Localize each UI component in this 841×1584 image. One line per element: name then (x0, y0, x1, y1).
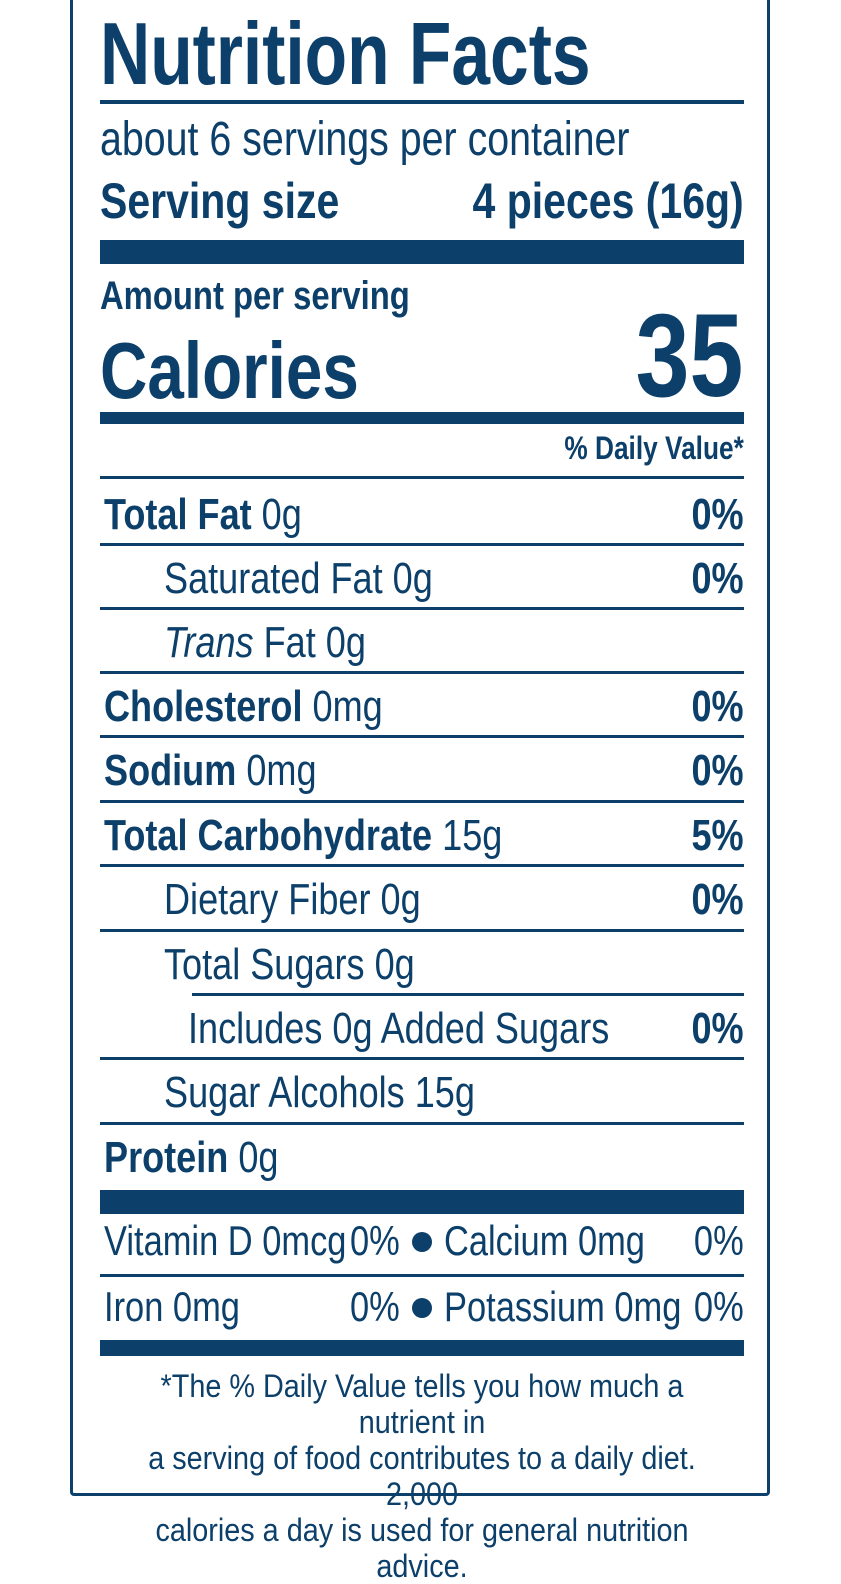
mineral-iron: Iron 0mg (104, 1283, 240, 1330)
row-divider (100, 671, 744, 674)
row-divider (100, 476, 744, 479)
nutrient-amount: 0g (374, 940, 415, 989)
nutrient-amount: 0g (261, 490, 302, 539)
nutrient-amount: 0mg (312, 682, 383, 731)
footnote-line-1: *The % Daily Value tells you how much a … (160, 1368, 684, 1440)
row-divider (100, 929, 744, 932)
serving-size-label: Serving size (100, 173, 340, 229)
daily-value-header: % Daily Value* (564, 430, 744, 466)
nutrition-label-panel (70, 0, 770, 1496)
bullet-dot (412, 1232, 432, 1252)
row-divider (100, 864, 744, 867)
calories-divider (100, 412, 744, 424)
nutrient-row-saturated-fat: Saturated Fat 0g 0% (100, 546, 744, 610)
mineral-vitamin-d-dv: 0% (350, 1217, 400, 1264)
nutrient-row-total-carbohydrate: Total Carbohydrate 15g 5% (100, 803, 744, 867)
nutrient-dv: 5% (691, 811, 744, 860)
bullet-dot (412, 1298, 432, 1318)
nutrient-amount: 0g (380, 875, 421, 924)
nutrient-amount: 0g (238, 1133, 279, 1182)
nutrient-name: Total Sugars (164, 940, 365, 989)
nutrient-name: Includes 0g Added Sugars (188, 1004, 610, 1053)
nutrient-amount: 15g (442, 811, 503, 860)
nutrient-row-sugar-alcohols: Sugar Alcohols 15g (100, 1060, 744, 1124)
serving-size-value: 4 pieces (16g) (472, 173, 744, 229)
calories-value: 35 (635, 290, 743, 422)
label-title: Nutrition Facts (100, 4, 591, 103)
daily-value-footnote: *The % Daily Value tells you how much a … (92, 1368, 752, 1584)
title-divider (100, 100, 744, 104)
nutrient-dv: 0% (691, 490, 744, 539)
nutrient-name: Saturated Fat (164, 554, 383, 603)
mineral-iron-dv: 0% (350, 1283, 400, 1330)
mineral-calcium-dv: 0% (694, 1217, 744, 1264)
footnote-line-3: calories a day is used for general nutri… (155, 1512, 689, 1584)
calories-label: Calories (100, 326, 359, 415)
nutrient-name: Cholesterol (104, 682, 303, 731)
nutrient-dv: 0% (691, 554, 744, 603)
nutrient-name: Trans (164, 618, 254, 667)
nutrient-row-added-sugars: Includes 0g Added Sugars 0% (100, 996, 744, 1060)
nutrient-name: Dietary Fiber (164, 875, 371, 924)
amount-per-serving: Amount per serving (100, 274, 410, 318)
nutrient-amount: 0mg (246, 746, 317, 795)
row-divider (100, 735, 744, 738)
nutrient-amount: 0g (392, 554, 433, 603)
thick-divider-top (100, 240, 744, 264)
nutrient-name: Protein (104, 1133, 229, 1182)
nutrient-row-trans-fat: Trans Fat 0g (100, 610, 744, 674)
thick-divider-footer (100, 1340, 744, 1356)
thick-divider-bottom (100, 1190, 744, 1214)
nutrient-dv: 0% (691, 875, 744, 924)
nutrient-row-dietary-fiber: Dietary Fiber 0g 0% (100, 867, 744, 931)
nutrient-amount: 15g (414, 1068, 475, 1117)
nutrient-dv: 0% (691, 1004, 744, 1053)
servings-per-container: about 6 servings per container (100, 113, 630, 166)
nutrient-name: Total Carbohydrate (104, 811, 433, 860)
row-divider-indented (192, 993, 744, 996)
nutrient-row-protein: Protein 0g (100, 1125, 744, 1189)
mineral-potassium: Potassium 0mg (444, 1283, 682, 1330)
nutrient-name-rest: Fat (263, 618, 316, 667)
nutrient-dv: 0% (691, 682, 744, 731)
nutrient-name: Sugar Alcohols (164, 1068, 405, 1117)
mineral-potassium-dv: 0% (694, 1283, 744, 1330)
row-divider (100, 1122, 744, 1125)
nutrient-row-total-sugars: Total Sugars 0g (100, 932, 744, 996)
nutrient-name: Total Fat (104, 490, 252, 539)
nutrient-row-total-fat: Total Fat 0g 0% (100, 482, 744, 546)
row-divider (100, 800, 744, 803)
nutrient-row-cholesterol: Cholesterol 0mg 0% (100, 674, 744, 738)
row-divider (100, 1057, 744, 1060)
footnote-line-2: a serving of food contributes to a daily… (148, 1440, 696, 1512)
nutrient-row-sodium: Sodium 0mg 0% (100, 738, 744, 802)
nutrient-amount: 0g (325, 618, 366, 667)
row-divider (100, 607, 744, 610)
mineral-vitamin-d: Vitamin D 0mcg (104, 1217, 347, 1264)
nutrient-dv: 0% (691, 746, 744, 795)
row-divider (100, 543, 744, 546)
nutrient-name: Sodium (104, 746, 237, 795)
row-divider (100, 1274, 744, 1277)
mineral-calcium: Calcium 0mg (444, 1217, 645, 1264)
